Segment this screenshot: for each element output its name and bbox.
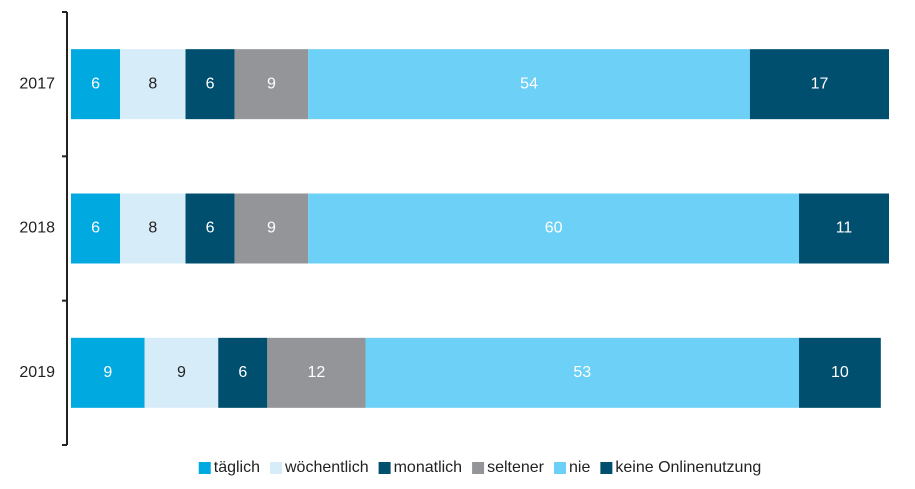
data-label: 8	[148, 220, 157, 237]
legend-label: wöchentlich	[284, 459, 369, 476]
legend-label: keine Onlinenutzung	[615, 459, 761, 476]
data-label: 6	[91, 75, 100, 92]
legend-swatch	[554, 462, 567, 474]
data-label: 9	[103, 364, 112, 381]
data-label: 6	[206, 75, 215, 92]
bar-segment	[71, 49, 121, 120]
legend: täglich wöchentlich monatlich seltener nie ke…	[198, 459, 761, 476]
data-label: 6	[91, 220, 100, 237]
bar-segment	[234, 49, 309, 120]
bar-segment	[267, 337, 366, 408]
data-label: 8	[148, 75, 157, 92]
data-label: 53	[573, 364, 591, 381]
bar-segment	[71, 193, 121, 264]
legend-label: nie	[569, 459, 590, 476]
legend-label: täglich	[214, 459, 260, 476]
data-label: 12	[308, 364, 326, 381]
bar-segment	[365, 337, 800, 408]
bar-segment	[218, 337, 268, 408]
bar-segment	[120, 193, 186, 264]
bar-segment	[185, 49, 235, 120]
y-tick-label: 2018	[19, 220, 55, 237]
bar-segment	[799, 337, 881, 408]
bar-segment	[308, 49, 750, 120]
legend-swatch	[378, 462, 391, 474]
data-label: 9	[267, 75, 276, 92]
bar-segment	[144, 337, 219, 408]
legend-label: monatlich	[394, 459, 462, 476]
data-label: 60	[545, 220, 563, 237]
bar-segment	[308, 193, 800, 264]
data-label: 10	[831, 364, 849, 381]
data-label: 11	[836, 220, 853, 237]
data-label: 6	[238, 364, 247, 381]
legend-swatch	[472, 462, 485, 474]
legend-swatch	[269, 462, 282, 474]
y-tick-label: 2017	[19, 75, 55, 92]
data-label: 54	[520, 75, 538, 92]
data-label: 9	[177, 364, 186, 381]
bar-segment	[185, 193, 235, 264]
data-label: 9	[267, 220, 276, 237]
bar-segment	[234, 193, 309, 264]
legend-swatch	[600, 462, 613, 474]
data-label: 6	[206, 220, 215, 237]
legend-label: seltener	[487, 459, 545, 476]
bar-segment	[799, 193, 889, 264]
y-tick-label: 2019	[19, 364, 55, 381]
bar-segment	[71, 337, 145, 408]
bar-segment	[749, 49, 889, 120]
legend-swatch	[198, 462, 211, 474]
data-label: 17	[811, 75, 829, 92]
bar-segment	[120, 49, 186, 120]
